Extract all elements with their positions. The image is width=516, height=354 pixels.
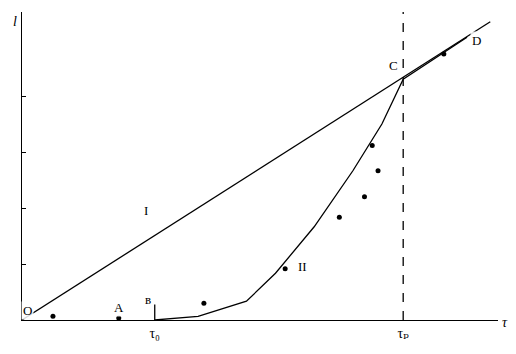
svg-text:D: D (472, 33, 481, 48)
svg-text:τ₀: τ₀ (149, 326, 160, 341)
svg-text:I: I (144, 203, 148, 218)
svg-text:O: O (23, 303, 32, 318)
svg-text:C: C (389, 58, 398, 73)
svg-text:τₚ: τₚ (398, 326, 410, 341)
svg-text:II: II (298, 259, 307, 274)
svg-text:в: в (145, 292, 151, 307)
svg-text:τ: τ (502, 315, 508, 330)
svg-text:A: A (114, 300, 124, 315)
svg-text:l: l (13, 14, 17, 29)
